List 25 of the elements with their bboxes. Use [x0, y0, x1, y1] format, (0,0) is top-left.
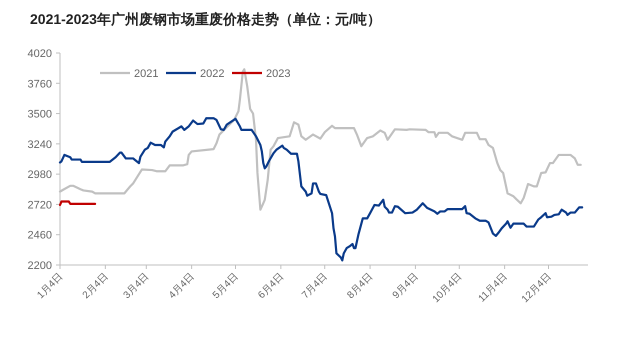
chart-title: 2021-2023年广州废钢市场重废价格走势（单位：元/吨）	[30, 11, 381, 27]
y-tick-label: 4020	[28, 48, 52, 60]
x-tick-label: 5月4日	[210, 271, 241, 302]
x-tick-label: 12月4日	[520, 271, 554, 306]
x-tick-label: 6月4日	[256, 271, 286, 302]
y-tick-label: 3240	[28, 138, 52, 151]
y-tick-label: 2200	[28, 260, 52, 272]
line-series	[58, 117, 584, 262]
legend-label: 2022	[200, 68, 224, 80]
x-tick-label: 4月4日	[166, 271, 197, 302]
x-tick-label: 7月4日	[300, 271, 330, 302]
legend-label: 2021	[134, 68, 158, 80]
x-tick-label: 8月4日	[345, 271, 376, 302]
x-tick-label: 3月4日	[122, 271, 152, 302]
y-tick-label: 3500	[28, 108, 52, 121]
legend-label: 2023	[266, 68, 290, 80]
y-tick-label: 3760	[28, 78, 52, 90]
y-tick-label: 2980	[28, 169, 52, 182]
x-tick-label: 11月4日	[476, 271, 510, 305]
x-tick-label: 9月4日	[390, 271, 421, 302]
x-tick-label: 1月4日	[35, 271, 66, 302]
x-tick-label: 10月4日	[430, 271, 464, 306]
x-tick-label: 2月4日	[80, 271, 110, 302]
y-tick-label: 2460	[28, 230, 52, 242]
y-tick-label: 2720	[28, 199, 52, 212]
